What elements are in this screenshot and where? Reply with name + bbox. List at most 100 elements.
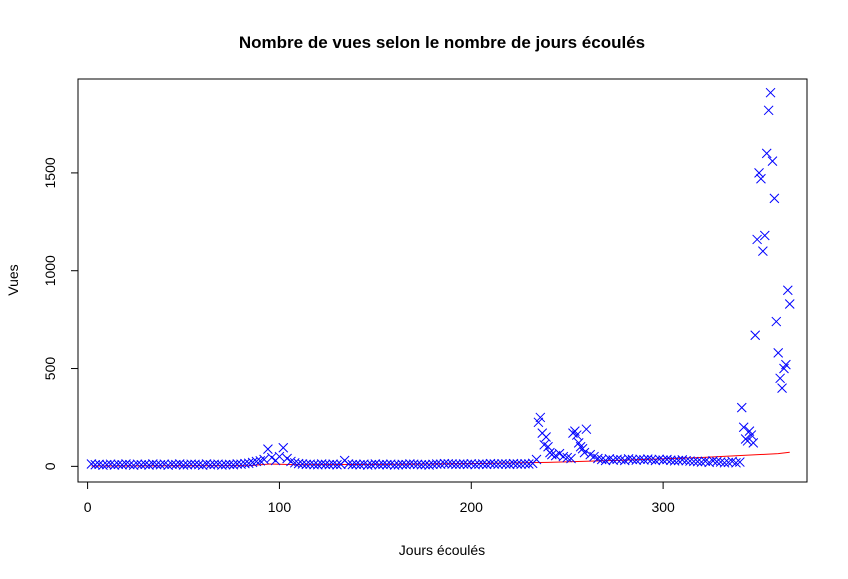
data-point [186,459,197,470]
data-point [305,459,315,470]
data-point [727,456,738,467]
data-point [155,459,166,470]
y-axis: 0 500 1000 1500 [42,157,78,470]
data-point [566,453,576,464]
data-point [773,348,784,358]
data-point [754,168,764,178]
data-point [466,458,477,469]
data-point [385,459,396,470]
data-point [194,459,204,470]
y-tick-label: 500 [42,357,58,381]
plot-frame [77,78,808,483]
data-point [389,460,400,470]
data-point [723,457,734,468]
data-point [351,459,362,470]
data-point [758,246,768,257]
data-point [117,459,127,470]
data-point [775,373,785,384]
data-point [579,447,590,458]
data-point [784,299,795,309]
data-point [358,459,369,470]
data-point [497,458,507,469]
data-point [719,457,730,468]
data-point [654,454,665,465]
data-point [167,459,177,470]
data-point [428,459,438,470]
data-point [282,453,292,464]
data-point [136,459,147,470]
data-point [596,454,607,465]
data-point [94,459,104,470]
data-point [558,451,569,462]
data-point [178,460,189,470]
data-point [485,458,496,469]
data-point [197,460,208,471]
data-point [370,459,381,469]
data-point [101,459,112,470]
data-point [163,460,174,471]
data-point [140,459,150,470]
data-point [673,455,684,466]
data-point [650,455,661,466]
data-point [159,459,170,470]
data-point [665,455,676,466]
data-point [435,459,446,470]
data-point [562,452,573,463]
data-point [86,459,97,469]
data-point [581,424,592,435]
data-point [765,87,776,98]
data-point [405,459,415,469]
data-point [715,457,726,467]
data-point [170,459,181,470]
data-point [213,459,223,470]
data-point [742,436,753,446]
data-point [397,459,408,470]
data-point [543,441,553,452]
data-point [347,459,358,470]
data-point [447,459,457,469]
data-point [217,460,227,470]
data-point [439,458,450,469]
data-point [355,459,365,470]
data-point [174,459,185,469]
y-tick-label: 1500 [42,157,58,188]
data-point [320,459,331,470]
data-point [474,459,484,470]
x-tick-label: 0 [84,499,92,515]
data-point [777,383,787,393]
data-point [508,458,519,469]
x-tick-label: 300 [651,499,675,515]
data-point [259,454,269,465]
data-point [220,459,231,470]
chart-title: Nombre de vues selon le nombre de jours … [239,33,645,52]
data-point [316,459,327,469]
data-point [756,173,766,184]
data-point [328,459,339,470]
data-point [608,455,619,465]
data-point [451,459,461,470]
data-point [692,456,703,467]
data-point [470,459,480,470]
data-point [382,459,392,470]
data-point [462,459,473,470]
data-point [416,459,427,470]
data-point [688,456,699,467]
data-point [696,457,707,467]
data-point [635,454,645,465]
data-point [738,422,749,433]
data-point [293,458,304,469]
data-point [113,459,124,470]
y-axis-label: Vues [5,264,21,295]
data-point [224,459,235,470]
data-point [769,193,780,204]
data-point [746,430,757,440]
data-point [90,459,101,470]
data-point [639,455,649,465]
data-point [541,432,551,442]
data-point [593,453,603,464]
data-point [748,438,759,448]
data-point [571,430,582,440]
data-point [554,448,565,459]
